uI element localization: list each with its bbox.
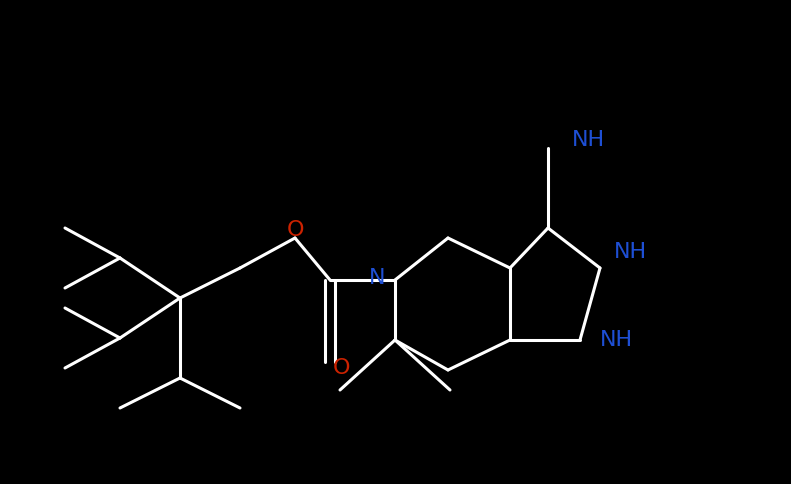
Text: O: O [333,358,350,378]
Text: NH: NH [614,242,647,262]
Text: N: N [369,268,385,288]
Text: NH: NH [600,330,633,350]
Text: NH: NH [572,130,605,150]
Text: O: O [286,220,304,240]
